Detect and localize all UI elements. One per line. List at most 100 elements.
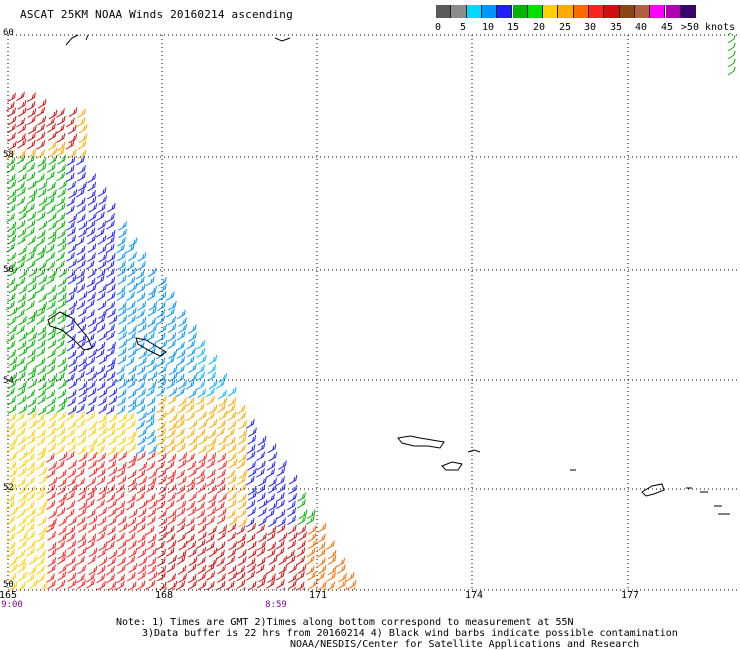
wind-barb [156, 387, 166, 397]
wind-barb [36, 149, 45, 159]
wind-barb [27, 282, 37, 293]
wind-barb [5, 101, 15, 112]
pass-time-label: 9:00 [1, 600, 23, 610]
wind-barb [88, 547, 98, 558]
wind-barb [327, 565, 337, 576]
wind-barb [76, 300, 86, 310]
wind-barb [98, 388, 108, 398]
wind-barb [68, 285, 78, 296]
wind-barb [127, 540, 137, 550]
wind-barb [98, 309, 107, 319]
wind-barb [258, 499, 268, 509]
wind-barb [58, 564, 67, 574]
wind-barb [96, 211, 105, 222]
wind-barb [117, 428, 126, 438]
wind-barb [278, 460, 287, 470]
wind-barb [87, 173, 97, 184]
wind-barb [116, 573, 125, 584]
wind-barb [156, 301, 166, 312]
wind-barb [67, 235, 76, 245]
wind-barb [7, 316, 17, 326]
wind-barb [57, 357, 67, 368]
wind-barb [288, 579, 297, 590]
wind-barb [205, 563, 215, 573]
wind-barb [57, 164, 66, 174]
wind-barb [6, 333, 15, 343]
wind-barb [47, 285, 57, 295]
wind-barb [7, 412, 17, 423]
wind-barb [245, 419, 255, 429]
wind-barb [187, 573, 197, 584]
wind-barb [97, 436, 107, 447]
wind-barb [118, 539, 127, 550]
wind-barb [38, 275, 48, 285]
wind-barb [88, 324, 98, 335]
wind-barb [276, 499, 285, 510]
wind-barb [118, 523, 128, 533]
wind-barb [37, 516, 47, 527]
wind-barb [128, 397, 137, 408]
wind-barb [236, 404, 246, 415]
wind-barb [128, 523, 138, 534]
wind-barb [246, 450, 256, 461]
wind-barb [258, 532, 267, 543]
wind-barb [38, 500, 48, 510]
wind-barb [138, 556, 148, 567]
wind-barb [16, 325, 25, 335]
wind-barb [206, 541, 215, 552]
wind-barb [7, 123, 16, 134]
wind-barb [87, 234, 96, 245]
wind-barb [286, 555, 296, 565]
wind-barb [288, 484, 297, 495]
wind-barb [37, 325, 47, 336]
wind-barb [37, 549, 46, 560]
wind-barb [136, 451, 146, 462]
wind-barb [78, 362, 88, 373]
wind-barb [16, 477, 26, 488]
wind-barb [36, 107, 46, 117]
wind-barb [107, 459, 117, 470]
wind-barb [146, 291, 156, 301]
wind-barb [116, 365, 126, 375]
wind-barb [66, 532, 76, 543]
wind-barb [216, 477, 226, 488]
wind-barb [87, 283, 97, 294]
wind-barb [84, 589, 86, 590]
scale-swatch [680, 5, 697, 18]
wind-barb [27, 435, 36, 445]
wind-barb [85, 260, 95, 270]
wind-barb [56, 171, 66, 182]
wind-barb [7, 132, 16, 142]
wind-barb [125, 261, 135, 271]
wind-barb [236, 579, 246, 589]
wind-barb [258, 507, 267, 517]
wind-barb [127, 340, 137, 351]
wind-barb [107, 379, 116, 389]
wind-barb [87, 196, 97, 206]
wind-barb [7, 115, 17, 126]
wind-barb [157, 468, 167, 478]
wind-barb [7, 235, 17, 245]
wind-barb [6, 149, 15, 160]
wind-barb [16, 524, 26, 535]
wind-barb [98, 283, 107, 294]
wind-barb [26, 162, 35, 173]
wind-barb [67, 181, 76, 191]
wind-barb [56, 196, 66, 207]
wind-barb [48, 509, 58, 519]
wind-barb [66, 269, 76, 279]
wind-barb [67, 443, 77, 453]
wind-barb [146, 429, 155, 440]
wind-barb [77, 435, 87, 446]
scale-swatch [589, 5, 605, 18]
wind-barb [58, 379, 67, 390]
wind-barb [227, 411, 237, 421]
wind-barb [25, 501, 35, 511]
wind-barb [47, 357, 56, 367]
wind-barb [127, 267, 137, 278]
wind-barb [236, 540, 246, 551]
wind-barb [57, 533, 67, 543]
wind-barb [25, 154, 35, 165]
wind-barb [268, 477, 277, 488]
wind-barb [227, 532, 236, 542]
